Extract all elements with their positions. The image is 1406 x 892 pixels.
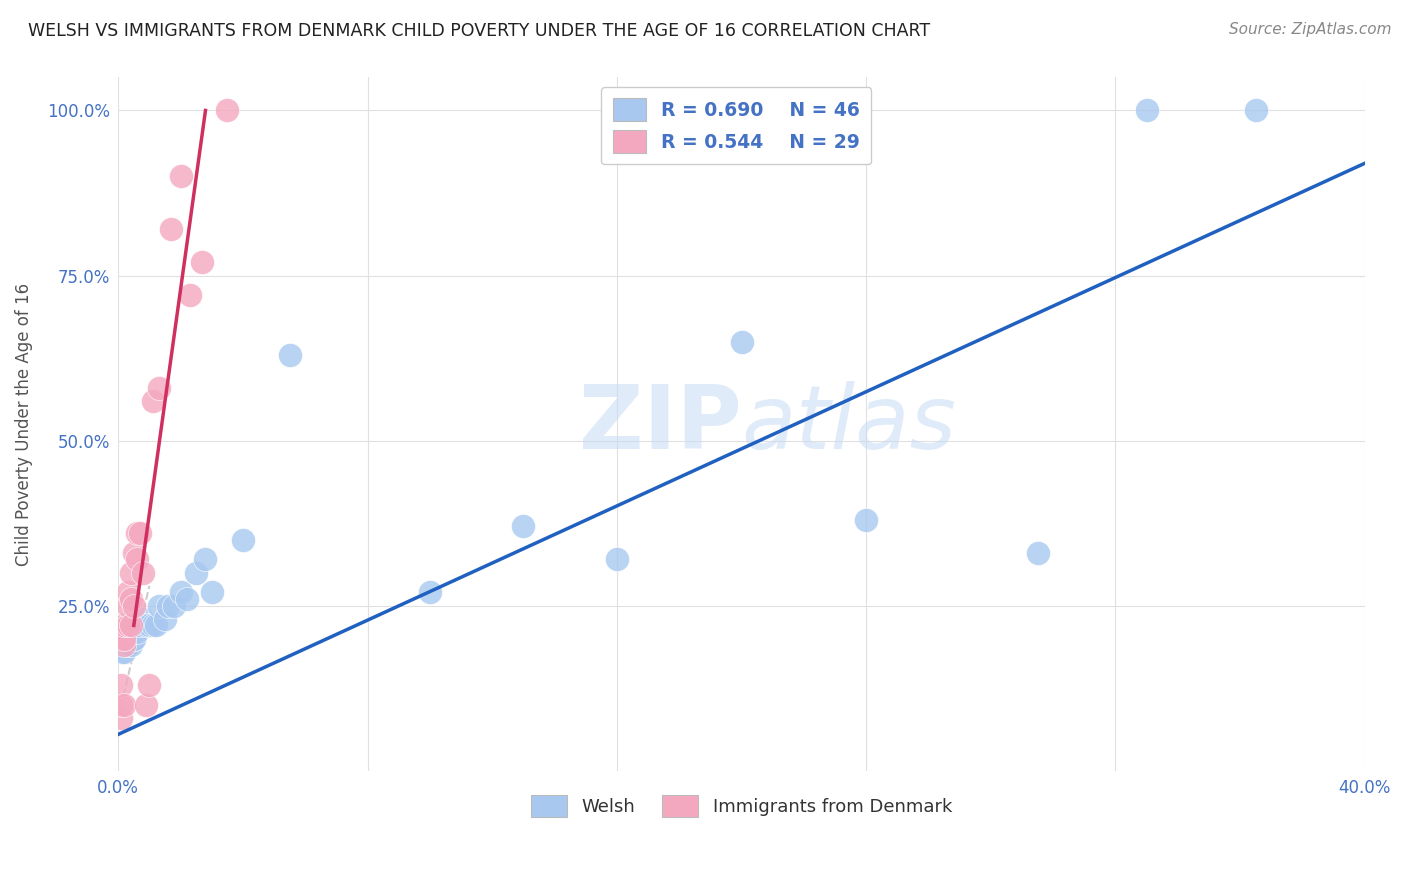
- Point: [114, 638, 136, 652]
- Point: [129, 526, 152, 541]
- Point: [122, 599, 145, 613]
- Point: [117, 618, 139, 632]
- Text: WELSH VS IMMIGRANTS FROM DENMARK CHILD POVERTY UNDER THE AGE OF 16 CORRELATION C: WELSH VS IMMIGRANTS FROM DENMARK CHILD P…: [28, 22, 931, 40]
- Point: [114, 632, 136, 646]
- Point: [419, 585, 441, 599]
- Point: [138, 618, 160, 632]
- Point: [730, 334, 752, 349]
- Point: [120, 592, 142, 607]
- Point: [135, 698, 157, 712]
- Point: [122, 618, 145, 632]
- Point: [176, 592, 198, 607]
- Point: [110, 645, 132, 659]
- Point: [278, 348, 301, 362]
- Point: [122, 632, 145, 646]
- Point: [125, 618, 148, 632]
- Point: [110, 711, 132, 725]
- Point: [855, 513, 877, 527]
- Point: [232, 533, 254, 547]
- Point: [114, 618, 136, 632]
- Point: [120, 638, 142, 652]
- Point: [1026, 546, 1049, 560]
- Point: [114, 625, 136, 640]
- Point: [110, 638, 132, 652]
- Point: [114, 645, 136, 659]
- Point: [132, 612, 155, 626]
- Point: [141, 618, 163, 632]
- Point: [138, 678, 160, 692]
- Point: [125, 552, 148, 566]
- Text: ZIP: ZIP: [579, 381, 741, 467]
- Point: [122, 632, 145, 646]
- Point: [117, 638, 139, 652]
- Point: [125, 625, 148, 640]
- Point: [135, 618, 157, 632]
- Point: [160, 222, 183, 236]
- Point: [141, 394, 163, 409]
- Point: [191, 255, 214, 269]
- Point: [217, 103, 239, 118]
- Point: [110, 632, 132, 646]
- Point: [122, 625, 145, 640]
- Point: [114, 632, 136, 646]
- Point: [194, 552, 217, 566]
- Point: [114, 698, 136, 712]
- Point: [117, 632, 139, 646]
- Point: [117, 585, 139, 599]
- Point: [117, 632, 139, 646]
- Point: [201, 585, 224, 599]
- Text: atlas: atlas: [741, 381, 956, 467]
- Y-axis label: Child Poverty Under the Age of 16: Child Poverty Under the Age of 16: [15, 283, 32, 566]
- Point: [120, 566, 142, 580]
- Point: [1244, 103, 1267, 118]
- Point: [145, 618, 167, 632]
- Text: Source: ZipAtlas.com: Source: ZipAtlas.com: [1229, 22, 1392, 37]
- Point: [148, 599, 170, 613]
- Point: [125, 526, 148, 541]
- Point: [169, 585, 191, 599]
- Point: [120, 625, 142, 640]
- Point: [110, 678, 132, 692]
- Point: [169, 169, 191, 184]
- Point: [120, 618, 142, 632]
- Point: [122, 546, 145, 560]
- Point: [120, 632, 142, 646]
- Point: [129, 618, 152, 632]
- Point: [157, 599, 180, 613]
- Legend: Welsh, Immigrants from Denmark: Welsh, Immigrants from Denmark: [523, 788, 959, 824]
- Point: [1136, 103, 1159, 118]
- Point: [110, 698, 132, 712]
- Point: [117, 625, 139, 640]
- Point: [117, 599, 139, 613]
- Point: [110, 632, 132, 646]
- Point: [163, 599, 186, 613]
- Point: [512, 519, 534, 533]
- Point: [153, 612, 176, 626]
- Point: [179, 288, 201, 302]
- Point: [132, 566, 155, 580]
- Point: [606, 552, 628, 566]
- Point: [184, 566, 207, 580]
- Point: [148, 381, 170, 395]
- Point: [114, 638, 136, 652]
- Point: [120, 618, 142, 632]
